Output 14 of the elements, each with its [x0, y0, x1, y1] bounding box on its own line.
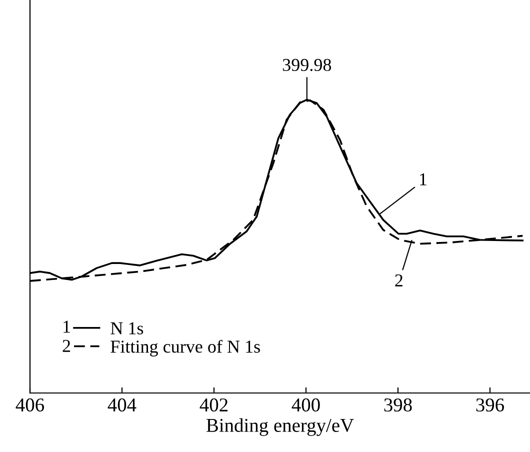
- annotation: 2: [62, 340, 70, 352]
- x-tick-label: 402: [200, 398, 228, 412]
- x-tick-label: 400: [292, 398, 320, 412]
- annotation: 399.98: [282, 58, 332, 72]
- annotation: 2: [395, 274, 402, 286]
- annotation: 1: [420, 173, 426, 186]
- legend-label: N 1s: [110, 322, 144, 334]
- legend-label: Fitting curve of N 1s: [110, 340, 260, 356]
- x-axis-title: Binding energy/eV: [206, 418, 354, 436]
- x-tick-label: 398: [384, 398, 412, 412]
- x-tick-label: 406: [16, 398, 44, 412]
- x-tick-label: 404: [108, 398, 136, 412]
- annotation: 1: [64, 320, 70, 333]
- x-tick-label: 396: [476, 398, 504, 412]
